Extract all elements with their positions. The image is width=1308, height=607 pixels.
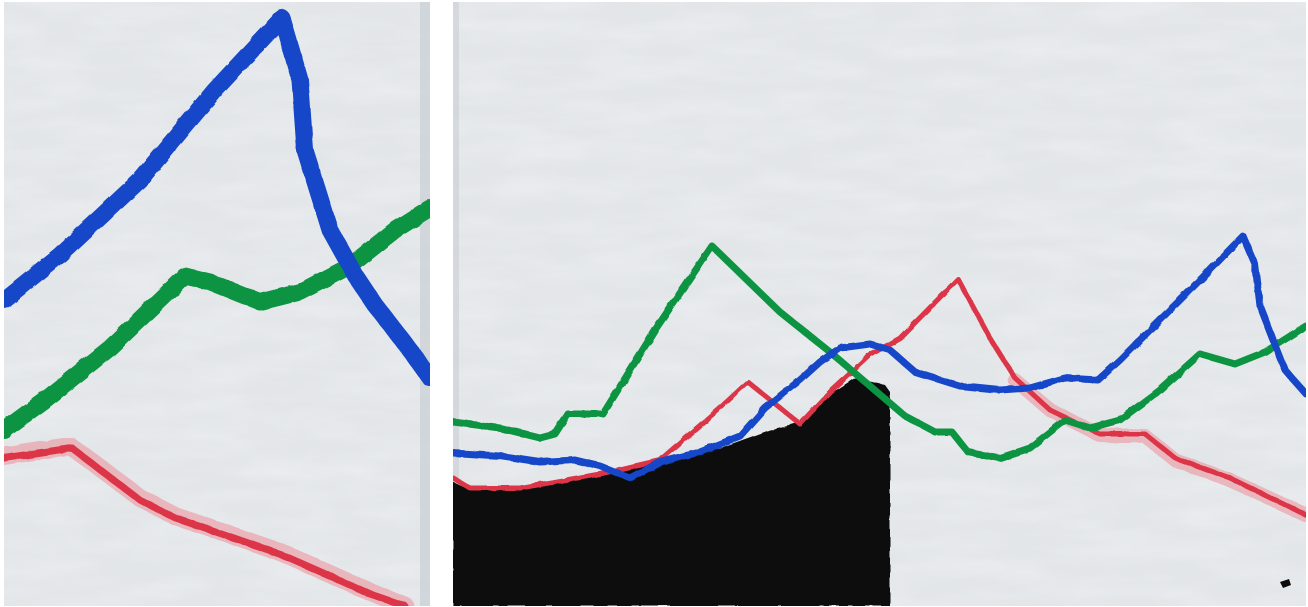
right-panel xyxy=(453,2,1306,606)
left-edge-shadow xyxy=(420,2,430,606)
left-panel xyxy=(4,2,430,606)
